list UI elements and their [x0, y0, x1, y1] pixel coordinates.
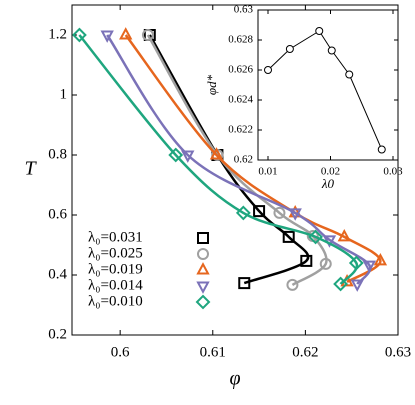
legend-label: λ₀=0.019 — [88, 261, 143, 277]
marker — [288, 208, 302, 221]
x-axis-label: λ0 — [321, 176, 335, 191]
marker — [238, 277, 251, 290]
marker — [377, 145, 386, 154]
marker — [319, 257, 332, 270]
x-tick-label: 0.63 — [385, 344, 411, 360]
marker — [286, 278, 299, 291]
marker — [168, 147, 184, 163]
y-tick-label: 1 — [60, 86, 68, 102]
y-axis-label: T — [24, 158, 37, 180]
legend-label: λ₀=0.025 — [88, 245, 143, 261]
y-axis-label: φd* — [204, 74, 219, 95]
x-tick-label: 0.62 — [292, 344, 318, 360]
marker — [282, 230, 295, 243]
marker — [350, 279, 364, 292]
legend-label: λ₀=0.014 — [88, 277, 143, 293]
x-tick-label: 0.01 — [258, 166, 277, 178]
y-tick-label: 0.626 — [228, 64, 253, 76]
inset-plot: 0.01 0.02 0.03 0.62 0.622 0.624 0.626 0.628 0.63… — [204, 4, 403, 191]
x-tick-label: 0.03 — [383, 166, 403, 178]
series-line — [106, 34, 372, 285]
marker — [348, 255, 364, 271]
marker — [253, 205, 266, 218]
marker — [181, 150, 195, 163]
legend-marker — [196, 281, 210, 294]
legend-label: λ₀=0.010 — [88, 293, 143, 309]
plot-frame — [257, 9, 399, 161]
series-line — [267, 30, 383, 150]
y-tick-label: 0.622 — [228, 124, 253, 136]
marker — [285, 45, 294, 53]
marker — [141, 29, 154, 41]
plot-frame — [71, 4, 399, 336]
marker — [209, 147, 224, 160]
series-line — [148, 34, 310, 285]
marker — [119, 27, 133, 40]
y-tick-label: 1.2 — [48, 26, 67, 42]
x-tick-label: 0.02 — [321, 166, 340, 178]
x-axis-label: φ — [229, 368, 240, 390]
main-plot: 0.6 0.61 0.62 0.630.20.40.60.811.2λ₀=0.031λ… — [24, 4, 411, 390]
y-tick-label: 0.8 — [48, 146, 67, 162]
legend-marker — [196, 262, 210, 275]
marker — [373, 253, 388, 266]
y-tick-label: 0.63 — [234, 4, 254, 16]
x-tick-label: 0.61 — [200, 344, 226, 360]
marker — [333, 276, 348, 292]
series-line — [78, 34, 359, 285]
marker — [308, 229, 323, 245]
marker — [337, 229, 351, 242]
legend-marker — [197, 232, 209, 244]
marker — [235, 205, 251, 221]
series-line — [146, 34, 328, 286]
marker — [327, 46, 336, 55]
marker — [71, 27, 87, 43]
inset-background — [258, 10, 398, 160]
marker — [264, 66, 272, 74]
marker — [362, 260, 376, 273]
marker — [273, 206, 286, 219]
legend-label: λ₀=0.031 — [88, 229, 143, 245]
y-tick-label: 0.62 — [234, 154, 253, 166]
marker — [345, 70, 354, 79]
y-tick-label: 0.4 — [48, 266, 67, 282]
marker — [315, 27, 324, 35]
marker — [100, 30, 114, 43]
y-tick-label: 0.624 — [228, 94, 253, 106]
legend-marker — [197, 248, 209, 260]
y-tick-label: 0.628 — [228, 34, 253, 46]
y-tick-label: 0.2 — [48, 326, 67, 342]
x-tick-label: 0.6 — [111, 344, 130, 360]
y-tick-label: 0.6 — [48, 206, 67, 222]
marker — [300, 254, 313, 267]
legend-marker — [195, 294, 211, 310]
